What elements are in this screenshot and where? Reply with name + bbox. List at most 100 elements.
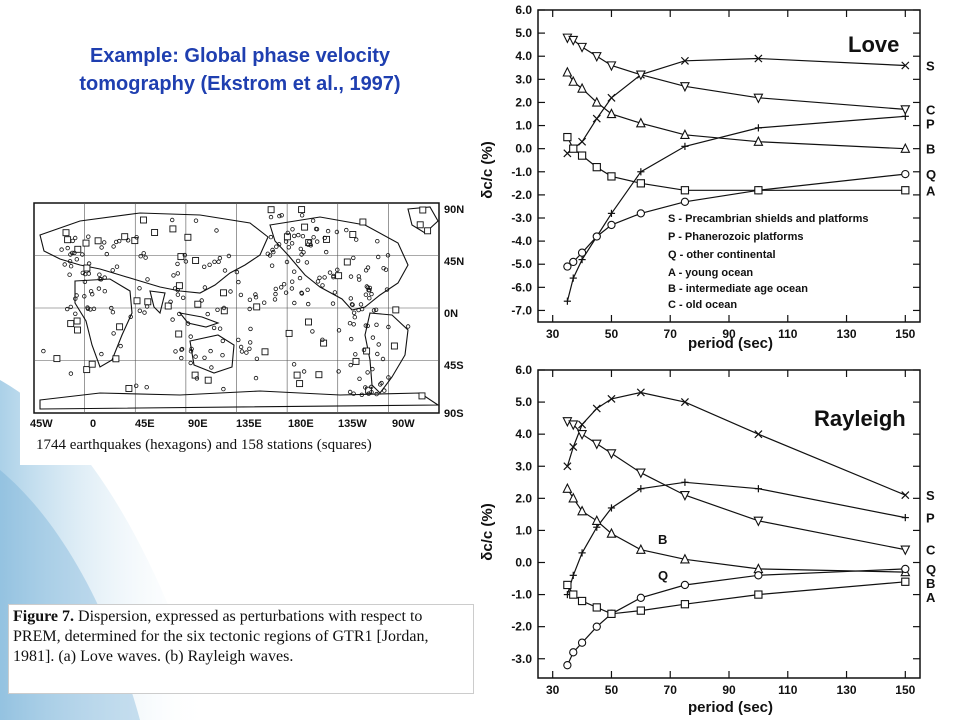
earthquake-marker xyxy=(376,342,381,347)
station-marker xyxy=(112,355,120,363)
rayleigh-series-p-point xyxy=(637,485,645,493)
rayleigh-x-tick-label: 130 xyxy=(837,683,857,697)
station-marker xyxy=(320,339,328,347)
love-dispersion-chart: 6.0 5.0 4.0 3.0 2.0 1.0 0.0 -1.0 -2.0 -3.0 -4.0 -5.… xyxy=(478,0,960,355)
earthquake-marker xyxy=(268,234,274,240)
rayleigh-y-tick-label: 0.0 xyxy=(515,556,532,570)
earthquake-marker xyxy=(145,277,150,282)
earthquake-marker xyxy=(277,213,282,219)
love-series-p-point xyxy=(607,209,616,217)
love-series-q-end-label: Q xyxy=(926,167,936,182)
love-series-a-point xyxy=(569,144,578,153)
earthquake-marker xyxy=(363,323,368,328)
station-marker xyxy=(204,376,212,384)
earthquake-marker xyxy=(96,286,102,291)
station-marker xyxy=(298,206,306,214)
earthquake-marker xyxy=(272,297,278,302)
map-lat-label-0n: 0N xyxy=(444,308,458,320)
earthquake-marker xyxy=(220,338,225,344)
earthquake-marker xyxy=(111,244,116,249)
earthquake-marker xyxy=(348,296,353,301)
earthquake-marker xyxy=(99,351,104,357)
love-series-c-end-label: C xyxy=(926,102,936,117)
earthquake-marker xyxy=(290,279,295,284)
love-legend: S - Precambrian shields and platforms P … xyxy=(668,213,869,311)
earthquake-marker xyxy=(113,239,119,245)
love-legend-item-a: A - young ocean xyxy=(668,267,753,279)
earthquake-marker xyxy=(102,275,107,280)
earthquake-marker xyxy=(202,285,208,290)
rayleigh-chart-title: Rayleigh xyxy=(814,406,906,431)
earthquake-marker xyxy=(351,391,356,396)
rayleigh-y-tick-label: 5.0 xyxy=(515,395,532,409)
earthquake-marker xyxy=(320,283,325,288)
earthquake-marker xyxy=(308,243,313,248)
rayleigh-series-c-point xyxy=(606,449,617,460)
earthquake-marker xyxy=(80,252,85,257)
earthquake-marker xyxy=(353,352,358,357)
rayleigh-series-a-end-label: A xyxy=(926,590,936,605)
earthquake-marker xyxy=(307,239,312,244)
earthquake-marker xyxy=(62,262,67,267)
figure-caption-label: Figure 7. xyxy=(13,608,75,625)
station-marker xyxy=(94,237,102,245)
love-series-b-point xyxy=(577,82,588,93)
earthquake-marker xyxy=(216,259,221,264)
rayleigh-series-q-point xyxy=(680,580,690,590)
love-series-a-point xyxy=(754,186,763,195)
station-marker xyxy=(335,272,343,280)
rayleigh-series-p-point xyxy=(607,504,616,512)
love-legend-item-s: S - Precambrian shields and platforms xyxy=(668,213,869,225)
love-y-tick-label: -7.0 xyxy=(511,303,532,317)
station-marker xyxy=(296,380,304,388)
earthquake-marker xyxy=(143,255,148,260)
earthquake-marker xyxy=(354,237,359,242)
station-marker xyxy=(73,317,81,325)
love-series-s-line xyxy=(567,57,906,154)
love-series-q-point xyxy=(563,262,572,271)
rayleigh-series-q-point xyxy=(592,622,601,631)
earthquake-marker xyxy=(110,268,115,273)
station-marker xyxy=(62,229,70,237)
rayleigh-y-tick-label: 4.0 xyxy=(515,427,532,441)
earthquake-marker xyxy=(359,392,364,397)
earthquake-marker xyxy=(169,217,175,223)
earthquake-marker xyxy=(177,311,182,317)
love-y-tick-label: 1.0 xyxy=(515,119,532,133)
love-series-s-point xyxy=(680,56,689,65)
earthquake-marker xyxy=(381,265,386,271)
love-series-q-point xyxy=(901,169,910,179)
earthquake-marker xyxy=(144,304,150,309)
earthquake-marker xyxy=(91,306,97,311)
love-series-a-point xyxy=(901,186,910,195)
earthquake-marker xyxy=(244,350,249,355)
rayleigh-y-tick-label: 1.0 xyxy=(515,523,532,537)
love-chart-title: Love xyxy=(848,32,899,57)
earthquake-marker xyxy=(188,348,194,354)
station-marker xyxy=(220,307,228,315)
earthquake-marker xyxy=(369,291,374,297)
earthquake-marker xyxy=(234,269,240,275)
love-series-p-point xyxy=(754,124,762,132)
rayleigh-y-tick-label: 2.0 xyxy=(515,491,532,505)
love-series-s-point xyxy=(754,54,763,63)
rayleigh-x-axis-label: period (sec) xyxy=(688,699,773,716)
earthquake-marker xyxy=(352,314,357,320)
map-lon-label-135w: 135W xyxy=(338,418,367,430)
earthquake-marker xyxy=(212,259,217,264)
earthquake-marker xyxy=(351,310,357,315)
love-series-q-point xyxy=(592,232,601,241)
earthquake-marker xyxy=(405,324,411,329)
earthquake-station-map: 90N 45N 0N 45S 90S 45W 0 45E 90E 135E 18… xyxy=(20,195,475,465)
map-lat-label-45n: 45N xyxy=(444,256,464,268)
earthquake-marker xyxy=(175,292,181,297)
rayleigh-series-q-point xyxy=(901,564,910,574)
earthquake-marker xyxy=(97,276,103,282)
earthquake-marker xyxy=(310,329,315,334)
earthquake-marker xyxy=(286,245,291,250)
earthquake-marker xyxy=(111,331,116,336)
slide-title-line1: Example: Global phase velocity xyxy=(89,45,391,67)
earthquake-marker xyxy=(305,287,310,292)
slide-title-line2: tomography (Ekstrom et al., 1997) xyxy=(79,73,401,95)
earthquake-marker xyxy=(137,286,142,291)
